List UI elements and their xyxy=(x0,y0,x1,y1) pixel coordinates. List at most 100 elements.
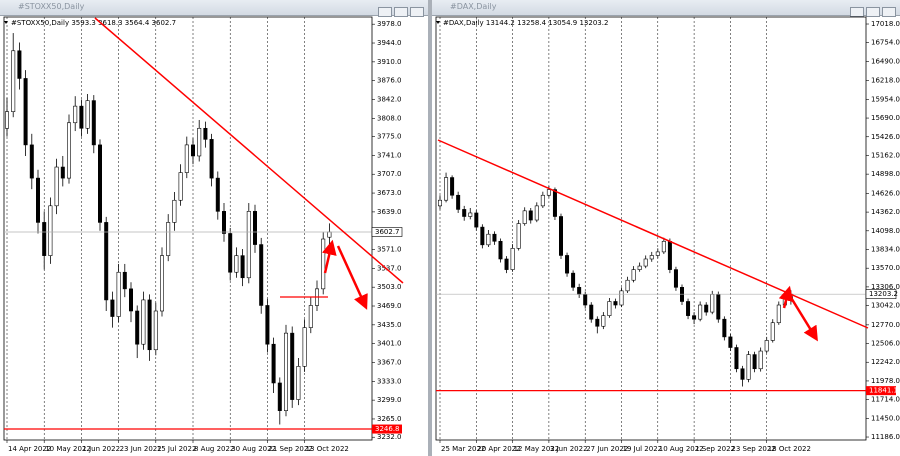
candle-body xyxy=(253,211,258,245)
candle-body xyxy=(178,172,183,201)
candle-body xyxy=(228,233,233,273)
x-tick-label: 15 Jul 2022 xyxy=(157,445,197,453)
candle-body xyxy=(215,177,220,212)
candle-body xyxy=(637,265,642,270)
y-tick-label: 13834.0 xyxy=(871,245,900,253)
price-label: 13203.2 xyxy=(869,290,898,298)
y-tick-label: 16490.0 xyxy=(871,57,900,65)
y-tick-label: 16218.0 xyxy=(871,77,900,85)
candle-body xyxy=(595,318,600,327)
candle-body xyxy=(240,255,245,279)
x-tick-label: 27 Jun 2022 xyxy=(586,445,628,453)
x-tick-label: 23 Sep 2022 xyxy=(731,445,775,453)
candle-body xyxy=(147,299,152,351)
candle-body xyxy=(522,210,527,224)
x-tick-label: 10 Aug 2022 xyxy=(659,445,704,453)
candle-body xyxy=(283,332,288,411)
candle-body xyxy=(510,248,515,270)
candle-body xyxy=(728,336,733,348)
x-tick-label: 25 Mar 2022 xyxy=(441,445,485,453)
minimize-button[interactable] xyxy=(378,7,392,17)
candle-body xyxy=(589,304,594,320)
y-tick-label: 3808.0 xyxy=(377,114,402,122)
candle-body xyxy=(122,271,127,290)
candle-body xyxy=(631,269,636,281)
candle-body xyxy=(271,343,276,384)
maximize-button[interactable] xyxy=(866,7,880,17)
candle-body xyxy=(290,332,295,400)
candle-body xyxy=(259,244,264,306)
candle-body xyxy=(91,100,96,146)
candle-body xyxy=(116,271,121,317)
y-tick-label: 11714.0 xyxy=(871,396,900,404)
y-tick-label: 15954.0 xyxy=(871,95,900,103)
candle-body xyxy=(234,255,239,273)
y-tick-label: 3333.0 xyxy=(377,377,402,385)
candle-body xyxy=(110,299,115,317)
candle-body xyxy=(649,255,654,260)
y-tick-label: 3265.0 xyxy=(377,415,402,423)
y-tick-label: 3910.0 xyxy=(377,58,402,66)
candle-body xyxy=(613,301,618,306)
x-tick-label: 19 Jul 2022 xyxy=(623,445,663,453)
y-tick-label: 12770.0 xyxy=(871,321,900,329)
chart-header: #STOXX50,Daily 3593.3 3618.3 3564.4 3602… xyxy=(11,19,176,27)
candle-body xyxy=(474,212,479,228)
candle-body xyxy=(752,354,757,370)
maximize-button[interactable] xyxy=(394,7,408,17)
candle-body xyxy=(770,322,775,341)
window-title: #STOXX50,Daily xyxy=(18,2,85,11)
y-tick-label: 13570.0 xyxy=(871,264,900,272)
candle-body xyxy=(197,127,202,157)
candle-body xyxy=(667,240,672,270)
close-button[interactable] xyxy=(882,7,896,17)
candle-body xyxy=(456,194,461,210)
y-tick-label: 3842.0 xyxy=(377,95,402,103)
x-tick-label: 30 Aug 2022 xyxy=(231,445,276,453)
candle-body xyxy=(571,272,576,288)
candle-body xyxy=(540,194,545,207)
candle-body xyxy=(277,382,282,411)
candle-body xyxy=(141,299,146,345)
x-tick-label: 13 Oct 2022 xyxy=(306,445,349,453)
candle-body xyxy=(673,269,678,288)
candle-body xyxy=(546,189,551,196)
level-label-box xyxy=(866,386,896,396)
price-label-box xyxy=(865,289,897,299)
candle-body xyxy=(492,233,497,242)
candle-body xyxy=(734,347,739,370)
trend-line xyxy=(94,17,404,284)
candle-body xyxy=(327,231,332,238)
candle-body xyxy=(625,279,630,292)
collapse-triangle xyxy=(4,21,8,24)
plot-border xyxy=(435,16,867,441)
open: 3593.3 xyxy=(71,19,96,27)
candle-body xyxy=(565,255,570,274)
title-bar: #STOXX50,Daily xyxy=(0,0,428,17)
candle-body xyxy=(444,177,449,201)
y-tick-label: 3876.0 xyxy=(377,77,402,85)
candle-body xyxy=(79,105,84,129)
symbol: #DAX,Daily xyxy=(443,19,484,27)
chart: #DAX,Daily 13144.2 13258.4 13054.9 13203… xyxy=(435,16,900,453)
candle-body xyxy=(746,354,751,380)
minimize-button[interactable] xyxy=(850,7,864,17)
y-tick-label: 3232.0 xyxy=(377,433,402,441)
candle-body xyxy=(740,368,745,380)
y-tick-label: 3571.0 xyxy=(377,246,402,254)
candle-body xyxy=(17,50,22,79)
candle-body xyxy=(73,105,78,124)
y-tick-label: 16754.0 xyxy=(871,39,900,47)
close-button[interactable] xyxy=(410,7,424,17)
plot-border xyxy=(3,16,373,441)
y-tick-label: 17018.0 xyxy=(871,20,900,28)
y-tick-label: 3673.0 xyxy=(377,189,402,197)
candle-body xyxy=(601,315,606,327)
window-buttons xyxy=(848,2,896,21)
candle-body xyxy=(534,205,539,221)
arrow xyxy=(322,239,337,274)
low: 13054.9 xyxy=(548,19,577,27)
level-label: 11841.1 xyxy=(869,387,898,395)
candle-body xyxy=(104,222,109,301)
x-tick-label: 14 Apr 2022 xyxy=(8,445,51,453)
